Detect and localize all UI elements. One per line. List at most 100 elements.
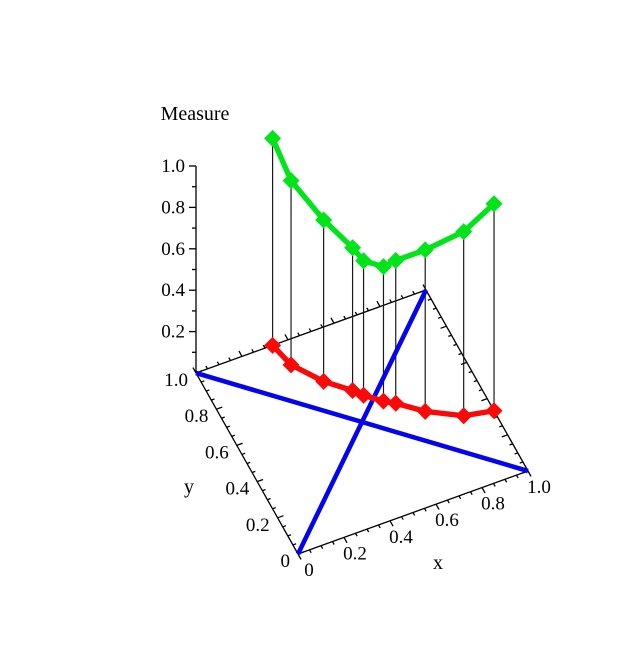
back-right-edge-minor-tick <box>499 425 503 428</box>
back-top-edge-minor-tick <box>297 332 301 336</box>
x-axis-minor-tick <box>354 532 358 537</box>
back-top-edge-major-tick <box>284 334 289 341</box>
x-axis-major-tick <box>297 553 302 560</box>
back-right-edge-major-tick <box>440 325 447 329</box>
back-top-edge-minor-tick <box>228 357 232 361</box>
z-tick-label: 1.0 <box>161 156 185 177</box>
y-tick-label: 0 <box>281 551 291 572</box>
y-axis-minor-tick <box>282 525 287 528</box>
y-tick-label: 0.2 <box>246 515 270 536</box>
measure-curve-marker <box>485 195 503 213</box>
x-axis-minor-tick <box>308 549 312 554</box>
measure-curve-marker <box>416 241 434 259</box>
y-axis-minor-tick <box>241 452 246 456</box>
back-right-edge-minor-tick <box>437 316 442 319</box>
back-right-edge-minor-tick <box>448 334 452 338</box>
y-axis-minor-tick <box>200 380 205 383</box>
base-projection-curve-marker <box>355 386 373 404</box>
y-axis-major-tick <box>216 406 223 410</box>
y-axis-minor-tick <box>211 398 215 401</box>
x-axis-minor-tick <box>446 499 450 504</box>
x-axis-major-tick <box>527 470 532 477</box>
x-axis-minor-tick <box>400 516 404 520</box>
x-axis-minor-tick <box>320 545 324 549</box>
back-top-edge-minor-tick <box>308 328 312 332</box>
x-axis-minor-tick <box>377 524 381 529</box>
y-axis-minor-tick <box>262 488 266 492</box>
base-projection-curve-marker <box>455 407 473 425</box>
axes-box: 0 0.2 0.4 0.6 0.8 1.0 0 0.2 0.4 0.6 0.8 1.0 0.2 0.4 0.… <box>161 156 551 581</box>
base-projection-curve-marker <box>374 392 392 410</box>
y-axis-minor-tick <box>221 416 225 419</box>
z-tick-label: 0.8 <box>161 197 185 218</box>
y-axis-minor-tick <box>292 543 297 546</box>
back-top-edge-major-tick <box>330 317 335 324</box>
base-projection-curve-marker <box>315 372 333 390</box>
y-axis-major-tick <box>277 515 284 519</box>
back-right-edge-minor-tick <box>473 379 478 383</box>
back-top-edge-major-tick <box>238 350 243 357</box>
back-right-edge-minor-tick <box>509 443 513 446</box>
series-group <box>195 129 529 556</box>
measure-curve-line <box>270 137 496 270</box>
base-projection-curve-marker <box>282 356 300 374</box>
y-tick-label: 0.4 <box>225 479 249 500</box>
back-right-edge-major-tick <box>501 434 508 438</box>
y-tick-label: 1.0 <box>164 370 188 391</box>
z-tick-label: 0.6 <box>161 239 185 260</box>
x-axis-minor-tick <box>504 478 508 483</box>
y-axis-minor-tick <box>272 506 276 510</box>
x-axis-minor-tick <box>423 508 427 512</box>
y-axis-minor-tick <box>251 470 256 474</box>
x-tick-label: 0.4 <box>389 527 413 548</box>
back-top-edge-minor-tick <box>354 311 358 316</box>
x-tick-label: 0 <box>304 560 314 581</box>
back-right-edge-minor-tick <box>478 388 483 392</box>
x-axis-minor-tick <box>515 474 519 479</box>
x-tick-label: 0.2 <box>343 543 367 564</box>
x-axis-minor-tick <box>469 491 473 496</box>
y-tick-label: 0.6 <box>205 442 229 463</box>
x-axis-major-tick <box>343 537 348 544</box>
measure-curve-marker <box>282 172 300 190</box>
x-axis-minor-tick <box>412 512 416 516</box>
base-projection-curve-marker <box>485 402 503 420</box>
y-axis-major-tick <box>256 478 264 483</box>
back-top-edge-minor-tick <box>412 290 416 295</box>
measure-curve-marker <box>355 252 373 270</box>
x-tick-label: 0.8 <box>481 494 505 515</box>
back-right-edge-minor-tick <box>519 461 524 464</box>
z-tick-label: 0.2 <box>161 322 185 343</box>
y-axis-minor-tick <box>287 534 292 537</box>
back-top-edge-major-tick <box>376 300 381 307</box>
y-axis-major-tick <box>236 442 243 447</box>
y-axis-minor-tick <box>226 425 231 428</box>
y-axis-title: y <box>184 476 194 498</box>
y-axis-minor-tick <box>267 497 271 501</box>
x-axis-title: x <box>433 552 443 574</box>
x-axis-minor-tick <box>458 495 462 500</box>
back-top-edge-minor-tick <box>262 344 266 349</box>
y-axis-minor-tick <box>246 461 251 465</box>
measure-curve-marker <box>455 223 473 241</box>
drop-lines-group <box>271 138 495 416</box>
back-right-edge-minor-tick <box>468 370 473 374</box>
back-right-edge-minor-tick <box>514 452 519 455</box>
measure-curve-marker <box>344 239 362 257</box>
back-top-edge-minor-tick <box>389 299 393 303</box>
measure-curve-marker <box>315 211 333 229</box>
back-top-edge-minor-tick <box>320 324 324 328</box>
z-tick-label: 0.4 <box>161 280 185 301</box>
diagonal-y-equals-1-minus-x-line <box>195 370 529 474</box>
x-tick-label: 0.6 <box>435 510 459 531</box>
x-axis-major-tick <box>481 487 486 494</box>
back-top-edge-minor-tick <box>251 348 255 353</box>
back-top-edge-minor-tick <box>400 295 404 299</box>
x-axis-major-tick <box>389 520 394 527</box>
back-right-edge-minor-tick <box>453 343 457 347</box>
back-top-edge-minor-tick <box>343 315 347 320</box>
back-right-edge-minor-tick <box>458 352 462 356</box>
x-axis-minor-tick <box>331 541 335 545</box>
